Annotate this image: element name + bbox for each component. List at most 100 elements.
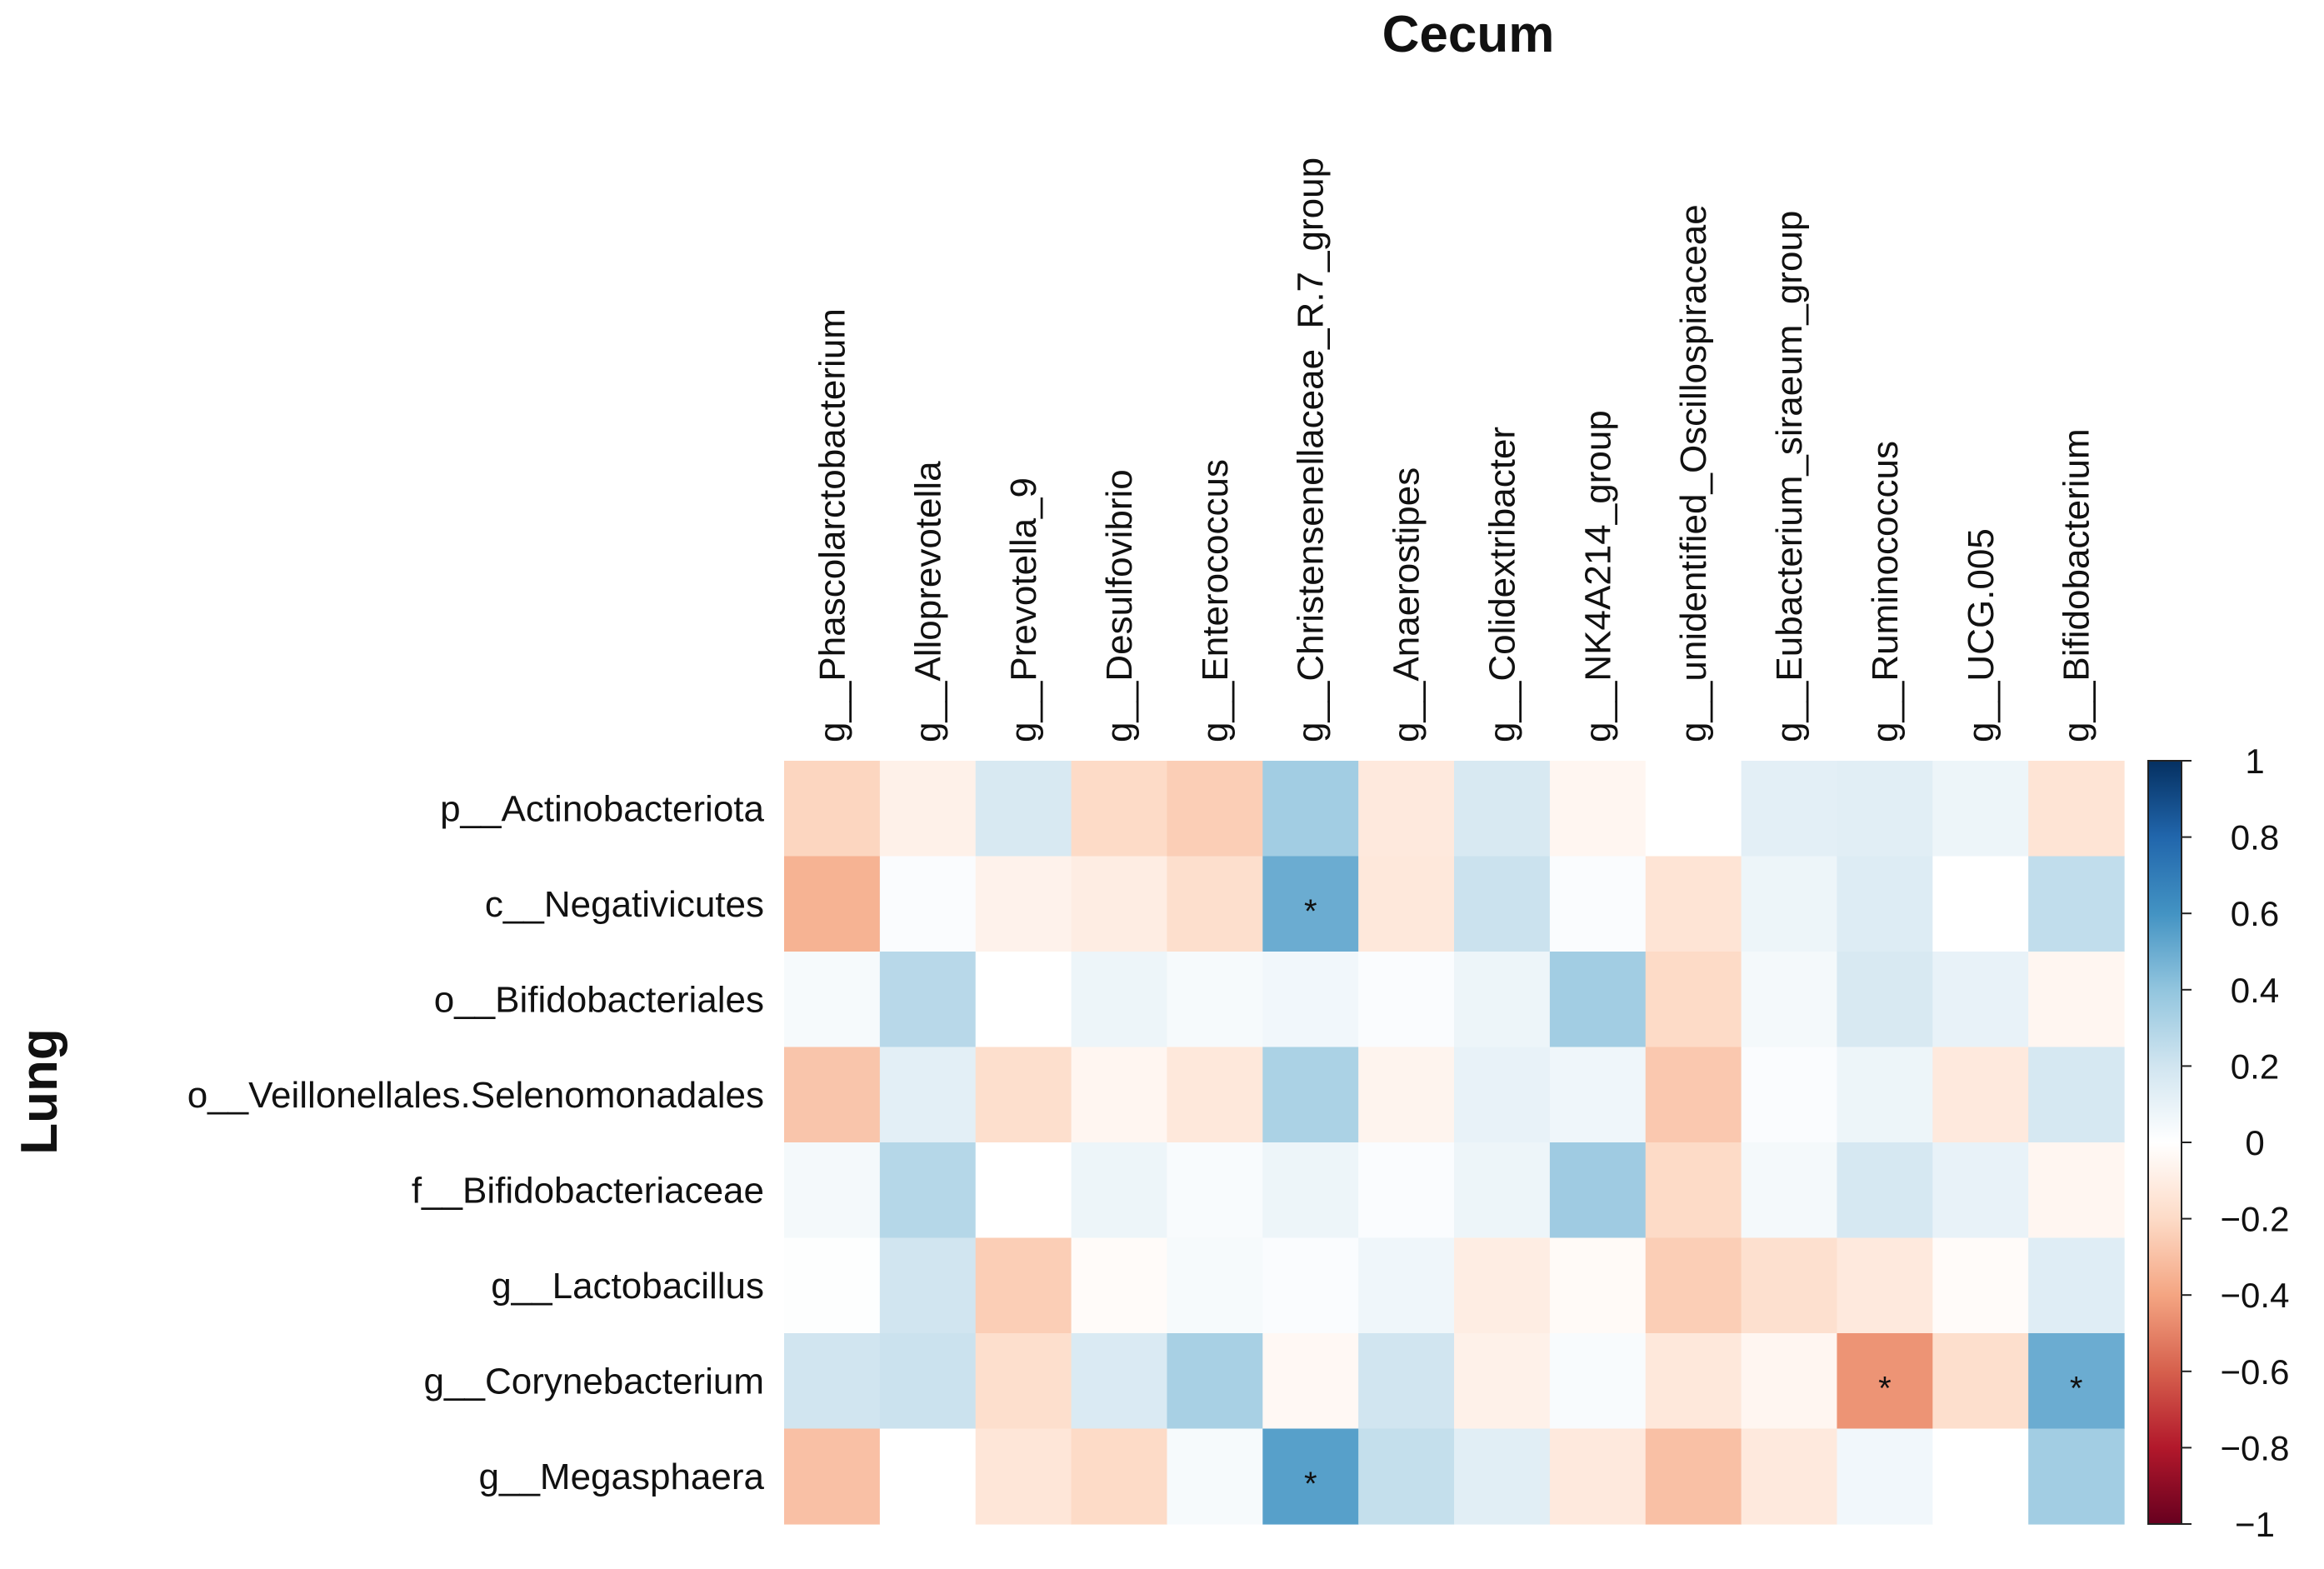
- heatmap-cell: [1262, 761, 1359, 857]
- heatmap-cell: [1262, 1237, 1359, 1334]
- heatmap-cell: [879, 1428, 977, 1525]
- heatmap-cell: [1837, 1428, 1933, 1525]
- heatmap-cell: [1262, 952, 1359, 1048]
- heatmap-cell: [1454, 952, 1551, 1048]
- heatmap-cell: [1645, 1047, 1742, 1143]
- heatmap-cell: [1932, 952, 2029, 1048]
- heatmap-cell: [1454, 761, 1551, 857]
- column-label: g__NK4A214_group: [1577, 410, 1618, 742]
- chart-title: Cecum: [1382, 6, 1555, 63]
- column-label: g__Alloprevotella: [907, 461, 948, 742]
- heatmap-cell: [1932, 856, 2029, 952]
- heatmap-cell: [784, 856, 881, 952]
- heatmap-cell: [1071, 1237, 1168, 1334]
- heatmap-cell: [1454, 1237, 1551, 1334]
- colorbar-tick-label: −1: [2235, 1505, 2275, 1544]
- heatmap-cell: [2028, 1047, 2125, 1143]
- heatmap-cell: [975, 1428, 1072, 1525]
- heatmap-cell: [1071, 1142, 1168, 1239]
- heatmap-cell: [1932, 1428, 2029, 1525]
- heatmap-cell: [1549, 1237, 1647, 1334]
- column-label: g__Prevotella_9: [1003, 477, 1044, 742]
- heatmap-cells: [784, 761, 2125, 1525]
- heatmap-cell: [1837, 1237, 1933, 1334]
- colorbar-tick-label: −0.6: [2221, 1352, 2290, 1392]
- heatmap-cell: [1741, 1428, 1838, 1525]
- heatmap-cell: [784, 1237, 881, 1334]
- heatmap-cell: [1071, 1428, 1168, 1525]
- column-label: g__Christensenellaceae_R.7_group: [1291, 157, 1332, 742]
- heatmap-cell: [1837, 952, 1933, 1048]
- column-label: g__Desulfovibrio: [1099, 469, 1140, 742]
- column-label: g__Bifidobacterium: [2057, 428, 2097, 742]
- heatmap-cell: [1167, 1333, 1263, 1430]
- heatmap-cell: [1741, 1047, 1838, 1143]
- heatmap-cell: [1454, 1428, 1551, 1525]
- column-label: g__unidentified_Oscillospiraceae: [1673, 204, 1714, 742]
- heatmap-cell: [879, 1333, 977, 1430]
- heatmap-cell: [1932, 1142, 2029, 1239]
- heatmap-cell: [1932, 1047, 2029, 1143]
- colorbar-tick-label: 0.6: [2231, 894, 2279, 933]
- heatmap-cell: [975, 1142, 1072, 1239]
- heatmap-cell: [1741, 856, 1838, 952]
- heatmap-cell: [1262, 1142, 1359, 1239]
- heatmap-cell: [1262, 856, 1359, 952]
- heatmap-cell: [1549, 952, 1647, 1048]
- heatmap-cell: [784, 1047, 881, 1143]
- heatmap-cell: [1741, 1142, 1838, 1239]
- heatmap-cell: [1549, 761, 1647, 857]
- heatmap-cell: [784, 761, 881, 857]
- heatmap-cell: [1262, 1333, 1359, 1430]
- heatmap-cell: [1167, 856, 1263, 952]
- heatmap-cell: [879, 1142, 977, 1239]
- color-legend: 1 0.8 0.6 0.4 0.2 0 −0.2 −0.4 −0.6 −0.8 −1: [2147, 742, 2290, 1544]
- heatmap-cell: [1932, 1237, 2029, 1334]
- heatmap-cell: [879, 1047, 977, 1143]
- column-label: g__Eubacterium_siraeum_group: [1769, 211, 1810, 742]
- row-label: o__Bifidobacteriales: [434, 979, 764, 1020]
- colorbar-tick-label: −0.4: [2221, 1276, 2290, 1315]
- heatmap-cell: [1837, 1333, 1933, 1430]
- colorbar-tick-label: 0: [2245, 1123, 2264, 1162]
- heatmap-cell: [1454, 856, 1551, 952]
- row-label: g__Megasphaera: [479, 1457, 765, 1497]
- heatmap-cell: [975, 1333, 1072, 1430]
- row-labels: p__Actinobacteriota c__Negativicutes o__Bi…: [187, 788, 765, 1497]
- heatmap-cell: [1549, 1333, 1647, 1430]
- row-label: g__Lactobacillus: [491, 1266, 764, 1307]
- heatmap-cell: [1741, 761, 1838, 857]
- heatmap-cell: [1167, 1428, 1263, 1525]
- heatmap-cell: [784, 1142, 881, 1239]
- column-label: g__Colidextribacter: [1482, 427, 1522, 742]
- heatmap-cell: [1262, 1428, 1359, 1525]
- heatmap-cell: [1358, 1142, 1455, 1239]
- heatmap-cell: [1645, 1428, 1742, 1525]
- colorbar-tick-label: 0.2: [2231, 1047, 2279, 1086]
- heatmap-cell: [1741, 1333, 1838, 1430]
- heatmap-cell: [1167, 761, 1263, 857]
- heatmap-cell: [879, 856, 977, 952]
- row-label: p__Actinobacteriota: [440, 788, 764, 829]
- heatmap-cell: [1932, 761, 2029, 857]
- heatmap-cell: [975, 761, 1072, 857]
- heatmap-cell: [2028, 1237, 2125, 1334]
- heatmap-cell: [1167, 1047, 1263, 1143]
- heatmap-cell: [1454, 1333, 1551, 1430]
- colorbar-tick-label: 1: [2245, 742, 2264, 781]
- heatmap-cell: [1645, 1237, 1742, 1334]
- column-label: g__Anaerostipes: [1387, 467, 1427, 742]
- heatmap-cell: [1837, 856, 1933, 952]
- heatmap-cell: [879, 952, 977, 1048]
- row-label: o__Veillonellales.Selenomonadales: [187, 1075, 764, 1116]
- heatmap-cell: [1358, 1333, 1455, 1430]
- significance-marker: *: [1304, 1466, 1317, 1502]
- colorbar-tick-label: 0.8: [2231, 818, 2279, 857]
- heatmap-cell: [975, 1237, 1072, 1334]
- heatmap-cell: [1549, 856, 1647, 952]
- heatmap-cell: [975, 1047, 1072, 1143]
- significance-markers: * * * *: [1304, 893, 2082, 1502]
- heatmap-cell: [2028, 1333, 2125, 1430]
